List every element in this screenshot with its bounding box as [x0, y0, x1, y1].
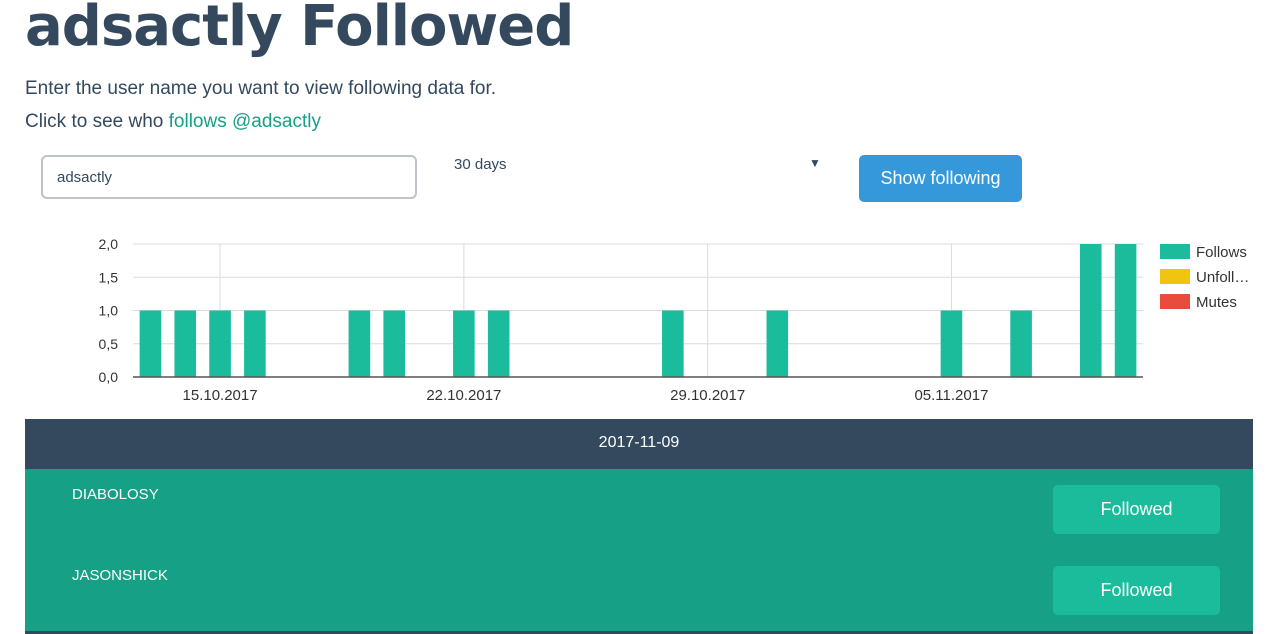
legend-label: Follows — [1196, 244, 1247, 261]
y-tick-label: 1,5 — [99, 269, 119, 285]
followers-prompt-text: Click to see who — [25, 111, 169, 132]
chart-bar — [453, 310, 475, 377]
list-item: DIABOLOSY Followed — [25, 469, 1253, 550]
chevron-down-icon: ▼ — [809, 156, 821, 170]
y-tick-label: 0,0 — [99, 369, 119, 385]
chart-bar — [662, 310, 684, 377]
chart-bar — [244, 310, 266, 377]
chart-bar — [487, 310, 510, 377]
period-select[interactable]: 30 days ▼ — [444, 150, 829, 180]
followed-button[interactable]: Followed — [1053, 485, 1220, 534]
page-title: adsactly Followed — [25, 0, 574, 59]
day-header: 2017-11-09 — [25, 419, 1253, 469]
divider — [25, 631, 1253, 634]
followed-button[interactable]: Followed — [1053, 566, 1220, 615]
follows-link[interactable]: follows @adsactly — [168, 111, 321, 132]
legend-swatch — [1160, 294, 1190, 309]
chart-bar — [766, 310, 789, 377]
legend-swatch — [1160, 244, 1190, 259]
chart-bar — [1010, 310, 1032, 377]
y-tick-label: 1,0 — [99, 303, 119, 319]
x-tick-label: 29.10.2017 — [670, 387, 745, 404]
followers-prompt: Click to see who follows @adsactly — [25, 111, 321, 133]
day-list: DIABOLOSY Followed JASONSHICK Followed — [25, 469, 1253, 631]
legend-swatch — [1160, 269, 1190, 284]
chart-bar — [1079, 244, 1102, 377]
show-following-button[interactable]: Show following — [859, 155, 1022, 202]
chart-bar — [139, 310, 162, 377]
chart-bar — [348, 310, 371, 377]
username-label[interactable]: JASONSHICK — [72, 567, 168, 584]
x-tick-label: 22.10.2017 — [426, 387, 501, 404]
x-tick-label: 05.11.2017 — [914, 387, 988, 404]
y-tick-label: 0,5 — [99, 336, 119, 352]
chart-bar — [1114, 244, 1137, 377]
username-input[interactable] — [41, 155, 417, 199]
chart-bar — [209, 310, 231, 377]
y-tick-label: 2,0 — [99, 236, 119, 252]
chart-bar — [174, 310, 197, 377]
intro-text: Enter the user name you want to view fol… — [25, 78, 497, 99]
legend-label: Mutes — [1196, 294, 1237, 311]
following-chart: 0,0 0,5 1,0 1,5 2,0 15.10.2017 22.10.2017 29.10… — [99, 236, 1250, 404]
list-item: JASONSHICK Followed — [25, 550, 1253, 631]
username-label[interactable]: DIABOLOSY — [72, 486, 159, 503]
period-select-value: 30 days — [454, 156, 507, 173]
x-tick-label: 15.10.2017 — [183, 387, 258, 404]
chart-bar — [383, 310, 406, 377]
chart-bar — [940, 310, 963, 377]
legend-label: Unfoll… — [1196, 269, 1249, 286]
